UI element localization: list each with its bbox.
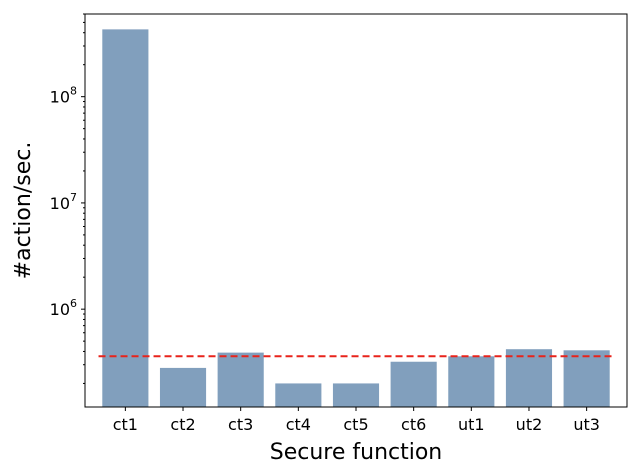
x-tick-label-ut2: ut2 bbox=[516, 415, 543, 434]
bar-ut2 bbox=[505, 349, 553, 407]
bar-ct1 bbox=[102, 29, 149, 407]
y-axis-label: #action/sec. bbox=[11, 142, 36, 280]
y-tick-exponent: 8 bbox=[70, 85, 77, 98]
x-tick-label-ct5: ct5 bbox=[343, 415, 368, 434]
x-tick-label-ct1: ct1 bbox=[113, 415, 138, 434]
x-ticks: ct1 ct2 ct3 ct4 ct5 ct6 ut1 ut2 ut3 bbox=[113, 407, 600, 434]
y-tick-label: 108 bbox=[50, 85, 77, 107]
plot-frame bbox=[84, 13, 628, 408]
x-axis-label: Secure function bbox=[270, 440, 443, 465]
y-tick-label: 107 bbox=[50, 191, 77, 213]
bar-ct3 bbox=[217, 352, 264, 407]
x-tick-label-ct4: ct4 bbox=[286, 415, 311, 434]
x-tick-label-ut1: ut1 bbox=[458, 415, 485, 434]
bar-ut3 bbox=[563, 350, 610, 407]
bar-ut1 bbox=[448, 356, 495, 407]
bar-ct2 bbox=[159, 367, 207, 407]
x-tick-label-ct3: ct3 bbox=[228, 415, 253, 434]
y-tick-base: 10 bbox=[50, 300, 70, 319]
bar-ct6 bbox=[390, 361, 437, 407]
y-tick-base: 10 bbox=[50, 194, 70, 213]
y-tick-exponent: 6 bbox=[70, 297, 77, 310]
y-tick-base: 10 bbox=[50, 88, 70, 107]
bar-ct5 bbox=[332, 383, 380, 407]
x-tick-label-ut3: ut3 bbox=[573, 415, 600, 434]
x-tick-label-ct2: ct2 bbox=[170, 415, 195, 434]
y-tick-label: 106 bbox=[50, 297, 77, 319]
bar-ct4 bbox=[275, 383, 322, 407]
x-tick-label-ct6: ct6 bbox=[401, 415, 426, 434]
y-tick-exponent: 7 bbox=[70, 191, 77, 204]
bars bbox=[102, 29, 610, 407]
